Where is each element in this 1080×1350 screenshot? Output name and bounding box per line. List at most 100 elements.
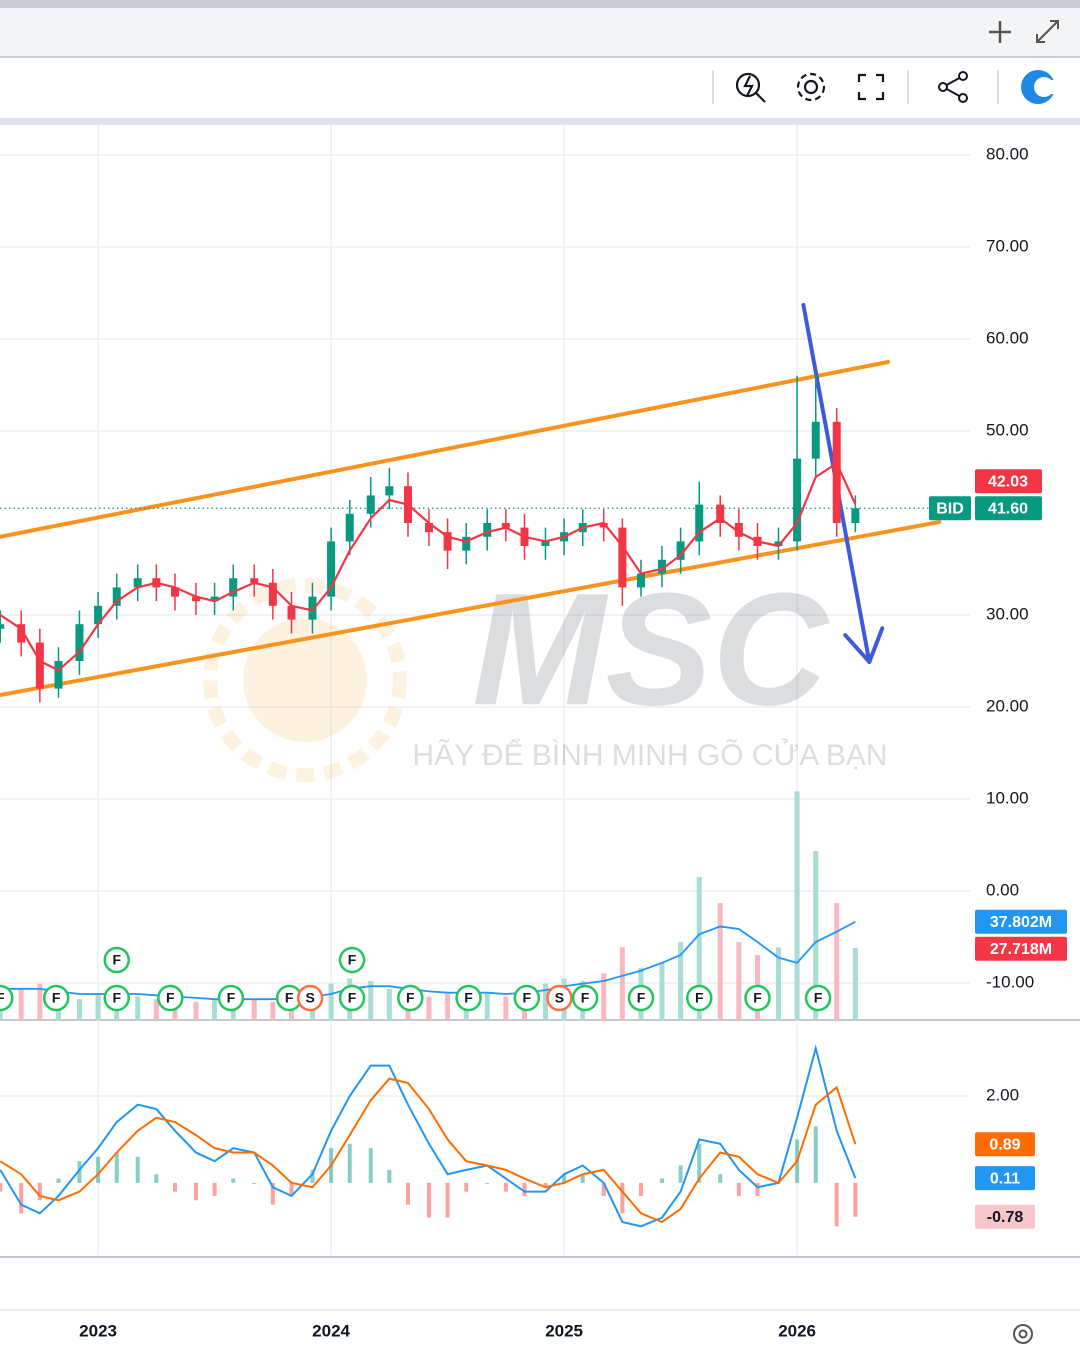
- volume-bar: [813, 851, 819, 1020]
- symbol-tag: BID: [936, 501, 964, 518]
- event-label: F: [464, 990, 473, 1006]
- trend-line: [0, 520, 942, 698]
- settings-button[interactable]: [796, 72, 826, 102]
- candle-body: [657, 559, 666, 574]
- axis-settings-button[interactable]: [1013, 1324, 1033, 1344]
- candle-body: [133, 578, 142, 588]
- y-tick-label: 30.00: [986, 604, 1029, 623]
- add-button[interactable]: [989, 21, 1011, 43]
- volume-bar: [135, 996, 141, 1020]
- candle-body: [210, 596, 219, 602]
- candle-body: [636, 573, 645, 588]
- macd-histogram-bar: [755, 1182, 760, 1196]
- event-marker: [103, 984, 130, 1012]
- macd-histogram-bar: [37, 1182, 42, 1201]
- macd-histogram-bar: [310, 1169, 315, 1183]
- ma-label-box: [975, 469, 1042, 494]
- volume-bar: [193, 1001, 199, 1020]
- macd-label: 0.11: [990, 1170, 1020, 1187]
- volume-bar: [834, 903, 840, 1020]
- volume-bar: [696, 877, 702, 1020]
- y-tick-label: 2.00: [986, 1086, 1019, 1105]
- volume-bar: [426, 996, 432, 1020]
- volume-bar: [775, 947, 781, 1020]
- candle-body: [443, 532, 452, 551]
- candle-body: [462, 536, 471, 551]
- macd-label: 0.89: [989, 1136, 1020, 1153]
- macd-histogram-bar: [252, 1182, 257, 1184]
- y-tick-label: 50.00: [986, 420, 1029, 439]
- event-label: F: [695, 990, 704, 1006]
- volume-ma-label-box: [975, 909, 1067, 934]
- candle-body: [17, 624, 26, 643]
- event-marker: [338, 984, 366, 1012]
- candle-body: [618, 527, 627, 588]
- macd-histogram-bar: [231, 1178, 236, 1183]
- volume-bar: [37, 983, 43, 1020]
- share-button[interactable]: [938, 71, 968, 103]
- macd-histogram-bar: [0, 1182, 3, 1192]
- watermark: MSC HÃY ĐỂ BÌNH MINH GÕ CỬA BẠN: [203, 559, 888, 782]
- x-tick-label: 2026: [778, 1321, 816, 1340]
- macd-histogram-bar: [426, 1182, 431, 1218]
- candle-body: [287, 605, 296, 620]
- trend-line: [0, 359, 890, 539]
- macd-histogram-bar: [638, 1182, 643, 1196]
- event-marker: [744, 984, 771, 1012]
- macd-histogram-bar: [114, 1152, 119, 1183]
- window-border: [0, 0, 1080, 8]
- alert-button[interactable]: [735, 72, 766, 103]
- macd-histogram-bar: [387, 1169, 392, 1183]
- macd-histogram-bar: [522, 1182, 527, 1196]
- macd-histogram-bar: [813, 1126, 818, 1183]
- volume-bar: [852, 947, 858, 1020]
- volume-bar: [484, 994, 490, 1020]
- event-label: F: [285, 990, 294, 1006]
- watermark-slogan: HÃY ĐỂ BÌNH MINH GÕ CỬA BẠN: [412, 738, 887, 772]
- candle-body: [851, 508, 860, 524]
- macd-histogram-bar: [96, 1156, 101, 1183]
- macd-histogram-bar: [718, 1174, 723, 1183]
- event-marker: [546, 984, 573, 1012]
- volume-bar: [678, 942, 684, 1020]
- volume-bar: [270, 1001, 276, 1020]
- moving-average: [0, 461, 857, 672]
- candle-body: [75, 624, 84, 662]
- event-marker: [513, 984, 541, 1012]
- macd-histogram-bar: [154, 1174, 159, 1183]
- candle-body: [170, 587, 179, 597]
- event-label: S: [555, 990, 564, 1006]
- y-tick-label: 10.00: [986, 788, 1029, 807]
- macd-histogram-bar: [289, 1182, 294, 1196]
- price-label-box: [975, 496, 1042, 521]
- event-label: F: [523, 990, 532, 1006]
- macd-histogram-bar: [77, 1161, 82, 1183]
- macd-histogram-bar: [368, 1148, 373, 1183]
- symbol-tag-box: [929, 496, 971, 521]
- macd-histogram-bar: [503, 1182, 508, 1192]
- expand-button[interactable]: [1036, 20, 1059, 43]
- event-marker: [571, 984, 599, 1012]
- candle-body: [385, 486, 394, 496]
- volume-bar: [601, 973, 607, 1020]
- event-label: F: [637, 990, 646, 1006]
- event-label: F: [348, 990, 357, 1006]
- event-marker: [685, 984, 713, 1012]
- macd-histogram-bar: [834, 1182, 839, 1227]
- macd-histogram-bar: [601, 1182, 606, 1196]
- candle-body: [112, 587, 121, 606]
- brand-logo[interactable]: [1021, 70, 1060, 104]
- macd-histogram-bar: [485, 1182, 490, 1184]
- macd-histogram-bar: [193, 1182, 198, 1201]
- event-label: F: [348, 952, 357, 968]
- event-label: F: [227, 990, 236, 1006]
- candle-body: [250, 578, 259, 583]
- candle-body: [191, 596, 200, 602]
- macd-histogram-bar: [580, 1174, 585, 1183]
- volume-bar: [251, 999, 257, 1020]
- fullscreen-button[interactable]: [857, 73, 885, 101]
- candle-body: [676, 541, 685, 560]
- volume-bar: [794, 791, 800, 1020]
- candle-body: [734, 523, 743, 537]
- volume-bar: [153, 999, 159, 1020]
